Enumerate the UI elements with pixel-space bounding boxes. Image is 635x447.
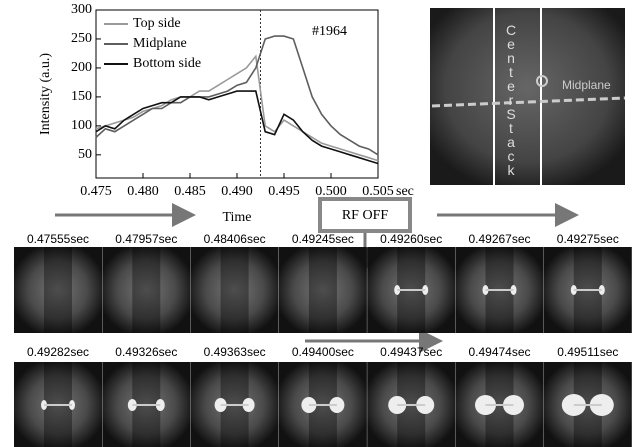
frame-time: 0.49260sec xyxy=(380,232,442,246)
frame-time: 0.49437sec xyxy=(380,345,442,359)
series-line xyxy=(95,90,379,165)
y-tick-label: 50 xyxy=(78,147,92,162)
frame-time: 0.49326sec xyxy=(115,345,177,359)
x-axis-label: Time xyxy=(222,210,251,225)
legend-label: Top side xyxy=(133,16,181,31)
frame-image xyxy=(102,247,191,333)
y-tick-label: 100 xyxy=(71,118,92,133)
legend-label: Bottom side xyxy=(133,56,201,71)
y-tick-label: 200 xyxy=(71,60,92,75)
frame-time: 0.47555sec xyxy=(27,232,89,246)
stack-label: CenterStack xyxy=(503,22,519,176)
rf-off-box xyxy=(318,197,412,233)
midplane-label: Midplane xyxy=(562,78,611,92)
y-tick-label: 150 xyxy=(71,89,92,104)
frame-time: 0.49511sec xyxy=(557,345,618,359)
frame-time: 0.48406sec xyxy=(204,232,266,246)
x-tick-label: 0.475 xyxy=(80,184,112,199)
frame-image xyxy=(278,247,367,333)
series-line xyxy=(95,54,379,162)
frame-stack xyxy=(220,247,249,333)
x-tick-label: 0.485 xyxy=(174,184,206,199)
x-tick-label: 0.490 xyxy=(221,184,253,199)
x-tick-label: 0.480 xyxy=(127,184,159,199)
frame-time: 0.49474sec xyxy=(468,345,530,359)
y-axis-label: Intensity (a.u.) xyxy=(38,53,53,135)
x-tick-label: 0.495 xyxy=(268,184,300,199)
frame-time: 0.49267sec xyxy=(468,232,530,246)
series-line xyxy=(95,35,379,156)
frame-stack xyxy=(308,247,337,333)
midplane-marker xyxy=(536,75,548,87)
midplane-line xyxy=(431,96,626,108)
frame-time: 0.49363sec xyxy=(204,345,266,359)
annotation: #1964 xyxy=(312,24,347,39)
y-tick-label: 250 xyxy=(71,31,92,46)
rf-off-label: RF OFF xyxy=(342,208,389,223)
frame-time: 0.49400sec xyxy=(292,345,354,359)
frame-stack xyxy=(44,247,72,333)
frame-time: 0.49245sec xyxy=(292,232,354,246)
legend-label: Midplane xyxy=(133,36,187,51)
frame-image xyxy=(14,247,102,333)
frame-image xyxy=(190,247,279,333)
x-unit: sec xyxy=(396,184,414,199)
x-tick-label: 0.505 xyxy=(362,184,394,199)
frame-time: 0.49282sec xyxy=(27,345,89,359)
frame-stack xyxy=(132,247,161,333)
frame-time: 0.47957sec xyxy=(115,232,177,246)
camera-image xyxy=(430,8,625,185)
frame-time: 0.49275sec xyxy=(557,232,619,246)
y-tick-label: 300 xyxy=(71,2,92,17)
x-tick-label: 0.500 xyxy=(315,184,347,199)
